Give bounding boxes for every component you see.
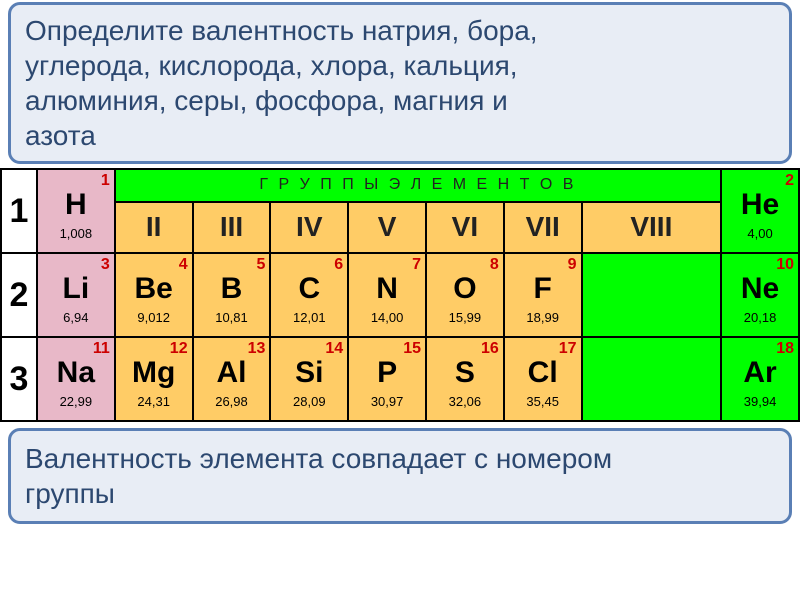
atomic-number: 18 — [776, 340, 794, 358]
atomic-number: 16 — [481, 340, 499, 358]
atomic-number: 10 — [776, 256, 794, 274]
atomic-mass: 12,01 — [273, 310, 345, 325]
atomic-mass: 24,31 — [118, 394, 190, 409]
atomic-mass: 14,00 — [351, 310, 423, 325]
element-symbol: Ne — [724, 274, 796, 304]
element-symbol: N — [351, 274, 423, 304]
atomic-number: 9 — [568, 256, 577, 274]
group-VIII: VIII — [582, 202, 722, 253]
atomic-mass: 18,99 — [507, 310, 579, 325]
atomic-number: 7 — [412, 256, 421, 274]
group-II: II — [115, 202, 193, 253]
element-N: 7 N 14,00 — [348, 253, 426, 337]
atomic-number: 1 — [101, 172, 110, 190]
element-symbol: P — [351, 358, 423, 388]
element-Na: 11 Na 22,99 — [37, 337, 115, 421]
element-symbol: Cl — [507, 358, 579, 388]
element-symbol: Na — [40, 358, 112, 388]
periodic-table: 1 1 H 1,008 Г Р У П П Ы Э Л Е М Е Н Т О … — [0, 168, 800, 422]
atomic-mass: 32,06 — [429, 394, 501, 409]
atomic-number: 17 — [559, 340, 577, 358]
element-symbol: Li — [40, 274, 112, 304]
element-symbol: S — [429, 358, 501, 388]
empty-cell — [582, 253, 722, 337]
element-H: 1 H 1,008 — [37, 169, 115, 253]
task-line: углерода, кислорода, хлора, кальция, — [25, 48, 775, 83]
element-F: 9 F 18,99 — [504, 253, 582, 337]
period-2-label: 2 — [1, 253, 37, 337]
element-Ne: 10 Ne 20,18 — [721, 253, 799, 337]
group-IV: IV — [270, 202, 348, 253]
element-symbol: B — [196, 274, 268, 304]
atomic-number: 5 — [256, 256, 265, 274]
atomic-mass: 26,98 — [196, 394, 268, 409]
footer-line: группы — [25, 476, 775, 511]
element-symbol: Al — [196, 358, 268, 388]
group-VI: VI — [426, 202, 504, 253]
atomic-mass: 1,008 — [40, 226, 112, 241]
element-He: 2 He 4,00 — [721, 169, 799, 253]
empty-cell — [582, 337, 722, 421]
atomic-number: 12 — [170, 340, 188, 358]
element-Be: 4 Be 9,012 — [115, 253, 193, 337]
atomic-mass: 6,94 — [40, 310, 112, 325]
atomic-number: 4 — [179, 256, 188, 274]
group-III: III — [193, 202, 271, 253]
footer-line: Валентность элемента совпадает с номером — [25, 441, 775, 476]
element-P: 15 P 30,97 — [348, 337, 426, 421]
element-B: 5 B 10,81 — [193, 253, 271, 337]
element-symbol: H — [40, 190, 112, 220]
element-symbol: O — [429, 274, 501, 304]
task-box: Определите валентность натрия, бора, угл… — [8, 2, 792, 164]
atomic-mass: 9,012 — [118, 310, 190, 325]
atomic-mass: 10,81 — [196, 310, 268, 325]
atomic-mass: 15,99 — [429, 310, 501, 325]
task-line: Определите валентность натрия, бора, — [25, 13, 775, 48]
element-symbol: Ar — [724, 358, 796, 388]
period-3-label: 3 — [1, 337, 37, 421]
atomic-mass: 22,99 — [40, 394, 112, 409]
period-1-label: 1 — [1, 169, 37, 253]
atomic-number: 11 — [93, 340, 110, 358]
footer-box: Валентность элемента совпадает с номером… — [8, 428, 792, 524]
element-O: 8 O 15,99 — [426, 253, 504, 337]
atomic-number: 15 — [403, 340, 421, 358]
element-symbol: F — [507, 274, 579, 304]
element-symbol: He — [724, 190, 796, 220]
task-line: алюминия, серы, фосфора, магния и — [25, 83, 775, 118]
atomic-mass: 39,94 — [724, 394, 796, 409]
groups-header: Г Р У П П Ы Э Л Е М Е Н Т О В — [115, 169, 721, 202]
atomic-number: 14 — [325, 340, 343, 358]
atomic-mass: 20,18 — [724, 310, 796, 325]
atomic-number: 3 — [101, 256, 110, 274]
atomic-number: 6 — [334, 256, 343, 274]
element-symbol: Mg — [118, 358, 190, 388]
element-symbol: C — [273, 274, 345, 304]
task-line: азота — [25, 118, 775, 153]
element-symbol: Si — [273, 358, 345, 388]
group-V: V — [348, 202, 426, 253]
atomic-number: 13 — [248, 340, 266, 358]
element-Al: 13 Al 26,98 — [193, 337, 271, 421]
atomic-number: 8 — [490, 256, 499, 274]
atomic-mass: 35,45 — [507, 394, 579, 409]
atomic-mass: 4,00 — [724, 226, 796, 241]
group-VII: VII — [504, 202, 582, 253]
atomic-mass: 28,09 — [273, 394, 345, 409]
element-Li: 3 Li 6,94 — [37, 253, 115, 337]
element-S: 16 S 32,06 — [426, 337, 504, 421]
atomic-mass: 30,97 — [351, 394, 423, 409]
atomic-number: 2 — [785, 172, 794, 190]
element-symbol: Be — [118, 274, 190, 304]
element-Mg: 12 Mg 24,31 — [115, 337, 193, 421]
element-Si: 14 Si 28,09 — [270, 337, 348, 421]
element-Cl: 17 Cl 35,45 — [504, 337, 582, 421]
element-C: 6 C 12,01 — [270, 253, 348, 337]
element-Ar: 18 Ar 39,94 — [721, 337, 799, 421]
